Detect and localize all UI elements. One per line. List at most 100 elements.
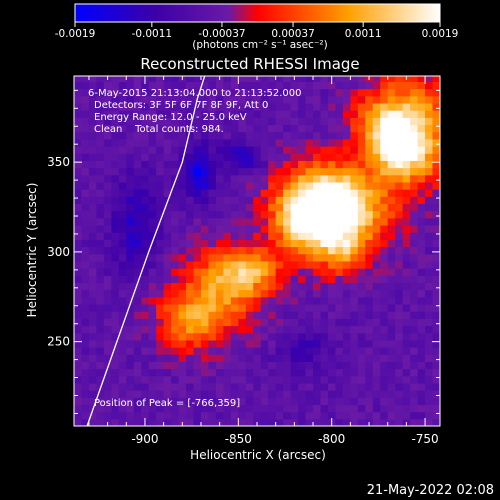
- heatmap-cell: [410, 397, 419, 406]
- colorbar: [74, 3, 441, 23]
- heatmap-cell: [74, 332, 83, 341]
- heatmap-cell: [238, 217, 247, 226]
- heatmap-cell: [111, 390, 120, 398]
- heatmap-cell: [96, 390, 105, 398]
- heatmap-cell: [335, 95, 344, 104]
- heatmap-cell: [171, 131, 180, 140]
- heatmap-cell: [410, 275, 419, 284]
- heatmap-cell: [410, 404, 419, 413]
- heatmap-cell: [118, 411, 127, 420]
- heatmap-cell: [126, 95, 135, 104]
- heatmap-cell: [223, 146, 232, 154]
- heatmap-cell: [283, 146, 292, 154]
- heatmap-cell: [171, 275, 180, 284]
- heatmap-cell: [425, 368, 434, 377]
- heatmap-cell: [290, 354, 299, 362]
- heatmap-cell: [365, 174, 374, 183]
- heatmap-cell: [268, 418, 277, 426]
- heatmap-cell: [74, 260, 83, 269]
- heatmap-cell: [118, 217, 127, 226]
- heatmap-cell: [96, 153, 105, 161]
- heatmap-cell: [178, 325, 187, 334]
- heatmap-cell: [141, 325, 150, 334]
- heatmap-cell: [118, 146, 127, 154]
- heatmap-cell: [350, 88, 359, 97]
- heatmap-cell: [432, 153, 440, 161]
- heatmap-cell: [365, 260, 374, 269]
- heatmap-cell: [208, 411, 217, 420]
- heatmap-cell: [320, 339, 329, 348]
- heatmap-cell: [148, 347, 157, 355]
- heatmap-cell: [178, 375, 187, 384]
- heatmap-cell: [74, 146, 83, 154]
- heatmap-cell: [81, 411, 90, 420]
- heatmap-cell: [290, 181, 299, 190]
- heatmap-cell: [200, 418, 210, 426]
- heatmap-cell: [178, 181, 187, 190]
- heatmap-cell: [372, 196, 381, 205]
- heatmap-cell: [313, 217, 322, 226]
- heatmap-cell: [395, 239, 404, 248]
- heatmap-cell: [111, 246, 120, 255]
- heatmap-cell: [290, 117, 299, 126]
- heatmap-cell: [350, 318, 359, 327]
- heatmap-cell: [365, 181, 374, 190]
- heatmap-cell: [245, 354, 254, 362]
- heatmap-cell: [253, 210, 262, 219]
- heatmap-cell: [103, 138, 112, 147]
- heatmap-cell: [380, 160, 389, 169]
- heatmap-cell: [200, 146, 210, 154]
- heatmap-cell: [327, 232, 337, 240]
- heatmap-cell: [327, 203, 337, 212]
- heatmap-cell: [126, 275, 135, 284]
- heatmap-cell: [313, 311, 322, 319]
- heatmap-cell: [163, 224, 172, 233]
- heatmap-cell: [88, 153, 98, 161]
- heatmap-cell: [96, 404, 105, 413]
- heatmap-cell: [96, 217, 105, 226]
- heatmap-cell: [395, 397, 404, 406]
- heatmap-cell: [118, 102, 127, 111]
- heatmap-cell: [425, 354, 434, 362]
- heatmap-cell: [111, 318, 120, 327]
- heatmap-cell: [118, 347, 127, 355]
- heatmap-cell: [357, 117, 366, 126]
- heatmap-cell: [298, 289, 307, 298]
- heatmap-cell: [335, 361, 344, 370]
- heatmap-cell: [238, 354, 247, 362]
- heatmap-cell: [290, 397, 299, 406]
- heatmap-cell: [432, 411, 440, 420]
- heatmap-cell: [96, 167, 105, 176]
- heatmap-cell: [126, 131, 135, 140]
- heatmap-cell: [372, 289, 381, 298]
- heatmap-cell: [395, 253, 404, 262]
- heatmap-cell: [103, 289, 112, 298]
- heatmap-cell: [298, 232, 307, 240]
- heatmap-cell: [148, 210, 157, 219]
- heatmap-cell: [103, 354, 112, 362]
- heatmap-cell: [432, 332, 440, 341]
- heatmap-cell: [320, 203, 329, 212]
- heatmap-cell: [103, 95, 112, 104]
- heatmap-cell: [245, 368, 254, 377]
- heatmap-cell: [327, 282, 337, 291]
- heatmap-cell: [372, 354, 381, 362]
- heatmap-cell: [327, 318, 337, 327]
- heatmap-cell: [350, 375, 359, 384]
- heatmap-cell: [305, 76, 314, 82]
- heatmap-cell: [156, 347, 165, 355]
- heatmap-cell: [156, 160, 165, 169]
- heatmap-cell: [313, 196, 322, 205]
- heatmap-cell: [283, 354, 292, 362]
- heatmap-cell: [238, 418, 247, 426]
- heatmap-cell: [208, 382, 217, 391]
- heatmap-cell: [387, 88, 396, 97]
- heatmap-cell: [298, 382, 307, 391]
- heatmap-cell: [327, 181, 337, 190]
- heatmap-cell: [238, 325, 247, 334]
- heatmap-cell: [425, 332, 434, 341]
- heatmap-cell: [268, 181, 277, 190]
- heatmap-cell: [425, 95, 434, 104]
- heatmap-cell: [372, 124, 381, 133]
- heatmap-cell: [342, 131, 351, 140]
